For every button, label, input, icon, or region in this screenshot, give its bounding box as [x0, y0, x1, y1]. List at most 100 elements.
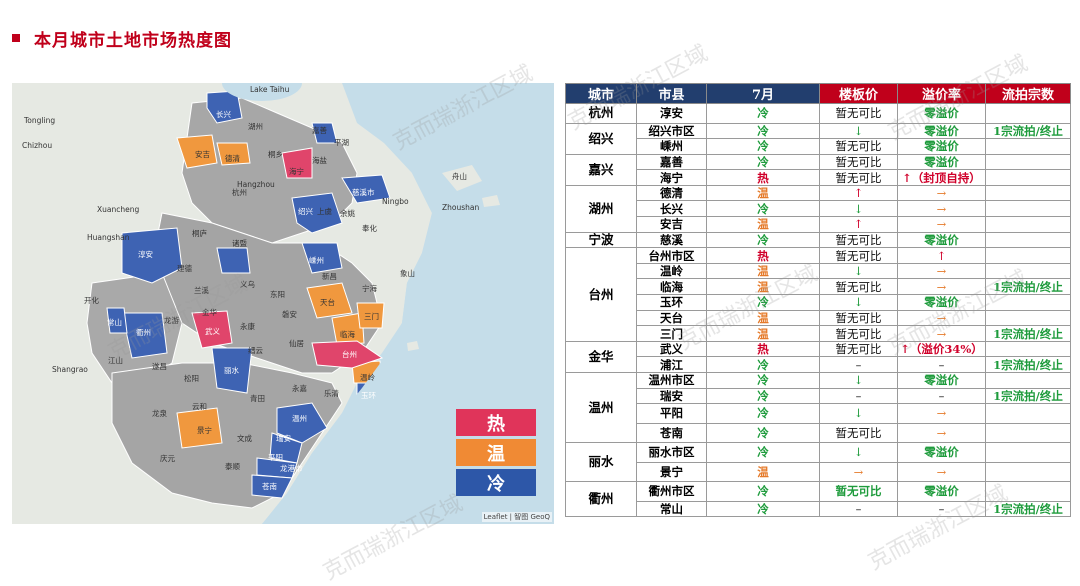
map-label-longquan: 龙泉: [152, 409, 167, 418]
map-label-zhuji: 诸暨: [232, 239, 247, 248]
map-label-yuhuan: 玉环: [361, 391, 376, 400]
cell-floor-price: –: [819, 387, 898, 405]
cell-heat: 冷: [706, 387, 820, 405]
cell-floor-price: 暂无可比: [819, 153, 898, 171]
map-label-yiwu: 义乌: [240, 280, 255, 289]
cell-county: 安吉: [636, 216, 707, 233]
map-label-huzhou: 湖州: [248, 122, 263, 131]
page-title: 本月城市土地市场热度图: [34, 30, 232, 51]
header-month: 7月: [706, 83, 820, 104]
map-label-yongkang: 永康: [240, 322, 255, 331]
table-row: 金华 武义热暂无可比 ↑（溢价34%）: [565, 340, 1071, 374]
map-label-quzhou: 衢州: [136, 328, 151, 337]
map-label-lishui: 丽水: [224, 366, 239, 375]
cell-premium-rate: 零溢价: [897, 372, 986, 389]
cell-floor-price: 暂无可比: [819, 169, 898, 186]
map-label-qingtian: 青田: [250, 394, 265, 403]
map-label-ruian: 瑞安: [276, 434, 291, 443]
cell-heat: 热: [706, 169, 820, 186]
table-row: 嵊州冷暂无可比 零溢价: [566, 138, 1071, 155]
map-label-pan-an: 磐安: [282, 310, 297, 319]
cell-failed-count: [985, 103, 1071, 124]
region-cangnan: [251, 474, 293, 499]
cell-county: 玉环: [636, 294, 707, 311]
cell-city: 台州: [565, 247, 637, 342]
cell-floor-price: 暂无可比: [819, 325, 898, 342]
cell-county: 温岭: [636, 262, 707, 280]
cell-city: 金华: [565, 340, 637, 374]
cell-county: 常山: [636, 500, 707, 518]
cell-city: 丽水: [565, 442, 637, 483]
region-quzhou: [121, 312, 168, 359]
region-lishui: [211, 347, 253, 394]
table-row: 长兴冷 ↓ →: [566, 200, 1071, 218]
cell-floor-price: →: [819, 461, 898, 483]
map-label-lake-taihu: Lake Taihu: [250, 85, 290, 94]
cell-failed-count: [985, 372, 1071, 389]
region-tiantai: [306, 282, 353, 319]
map-label-hangzhou: Hangzhou: [237, 180, 275, 189]
map-label-sanmen: 三门: [364, 312, 379, 321]
map-label-tonglu: 桐庐: [192, 229, 207, 238]
map-label-suichang: 遂昌: [152, 362, 167, 371]
cell-heat: 冷: [706, 294, 820, 311]
cell-floor-price: 暂无可比: [819, 231, 898, 249]
table-row: 杭州 淳安冷暂无可比 零溢价: [565, 103, 1071, 124]
region-haining: [281, 147, 313, 179]
cell-premium-rate: –: [897, 387, 986, 405]
cell-city: 杭州: [565, 103, 637, 124]
region-linhai: [331, 312, 365, 346]
cell-city: 温州: [565, 371, 637, 444]
cell-heat: 冷: [706, 372, 820, 389]
cell-heat: 冷: [706, 442, 820, 463]
heat-map[interactable]: Lake Taihu 长兴 湖州 嘉善 平湖 安吉 德清 桐乡 海盐 海宁 Ha…: [12, 83, 554, 524]
cell-county: 三门: [636, 325, 707, 342]
cell-floor-price: ↓: [819, 294, 898, 311]
map-label-chunan: 淳安: [138, 250, 153, 259]
map-label-wenzhou: 温州: [292, 414, 307, 423]
map-label-shangyu: 上虞: [317, 207, 332, 216]
map-label-leqing: 乐清: [324, 389, 339, 398]
cell-premium-rate: →: [897, 461, 986, 483]
map-label-wencheng: 文成: [237, 434, 252, 443]
map-label-shangrao: Shangrao: [52, 365, 88, 374]
cell-premium-rate: →: [897, 216, 986, 233]
map-label-xinchang: 新昌: [322, 272, 337, 281]
cell-floor-price: 暂无可比: [819, 309, 898, 327]
cell-county: 绍兴市区: [636, 122, 707, 140]
map-label-changxing: 长兴: [216, 110, 231, 119]
cell-floor-price: ↓: [819, 262, 898, 280]
map-label-wuyi: 武义: [205, 327, 220, 336]
cell-floor-price: ↓: [819, 372, 898, 389]
cell-premium-rate: ↑: [897, 247, 986, 264]
map-attribution[interactable]: Leaflet | 智图 GeoQ: [481, 512, 552, 522]
map-label-haining: 海宁: [289, 167, 304, 176]
cell-failed-count: [985, 184, 1071, 202]
map-label-qingyuan: 庆元: [160, 454, 175, 463]
table-row: 嘉兴 嘉善冷暂无可比 零溢价: [565, 153, 1071, 186]
cell-heat: 温: [706, 278, 820, 296]
cell-premium-rate: →: [897, 262, 986, 280]
region-pujiang: [216, 247, 251, 274]
map-label-yunhe: 云和: [192, 402, 207, 411]
map-label-lanxi: 兰溪: [194, 286, 209, 295]
table-row: 三门温暂无可比 → 1宗流拍/终止: [566, 325, 1071, 342]
cell-premium-rate: 零溢价: [897, 481, 986, 502]
cell-county: 天台: [636, 309, 707, 327]
region-wenzhou: [276, 402, 328, 444]
cell-floor-price: 暂无可比: [819, 481, 898, 502]
map-label-kaihua: 开化: [84, 296, 99, 305]
cell-floor-price: ↑: [819, 184, 898, 202]
cell-floor-price: –: [819, 356, 898, 373]
map-label-xiangshan: 象山: [400, 269, 415, 278]
cell-premium-rate: 零溢价: [897, 442, 986, 463]
cell-county: 海宁: [636, 169, 707, 186]
map-label-fenghua: 奉化: [362, 224, 377, 233]
title-bullet-icon: [12, 34, 20, 42]
cell-county: 嵊州: [636, 138, 707, 155]
region-sanmen: [356, 302, 385, 329]
cell-failed-count: [985, 262, 1071, 280]
cell-failed-count: [985, 153, 1071, 171]
header-city: 城市: [565, 83, 637, 104]
table-row: 安吉温 ↑ →: [566, 216, 1071, 233]
